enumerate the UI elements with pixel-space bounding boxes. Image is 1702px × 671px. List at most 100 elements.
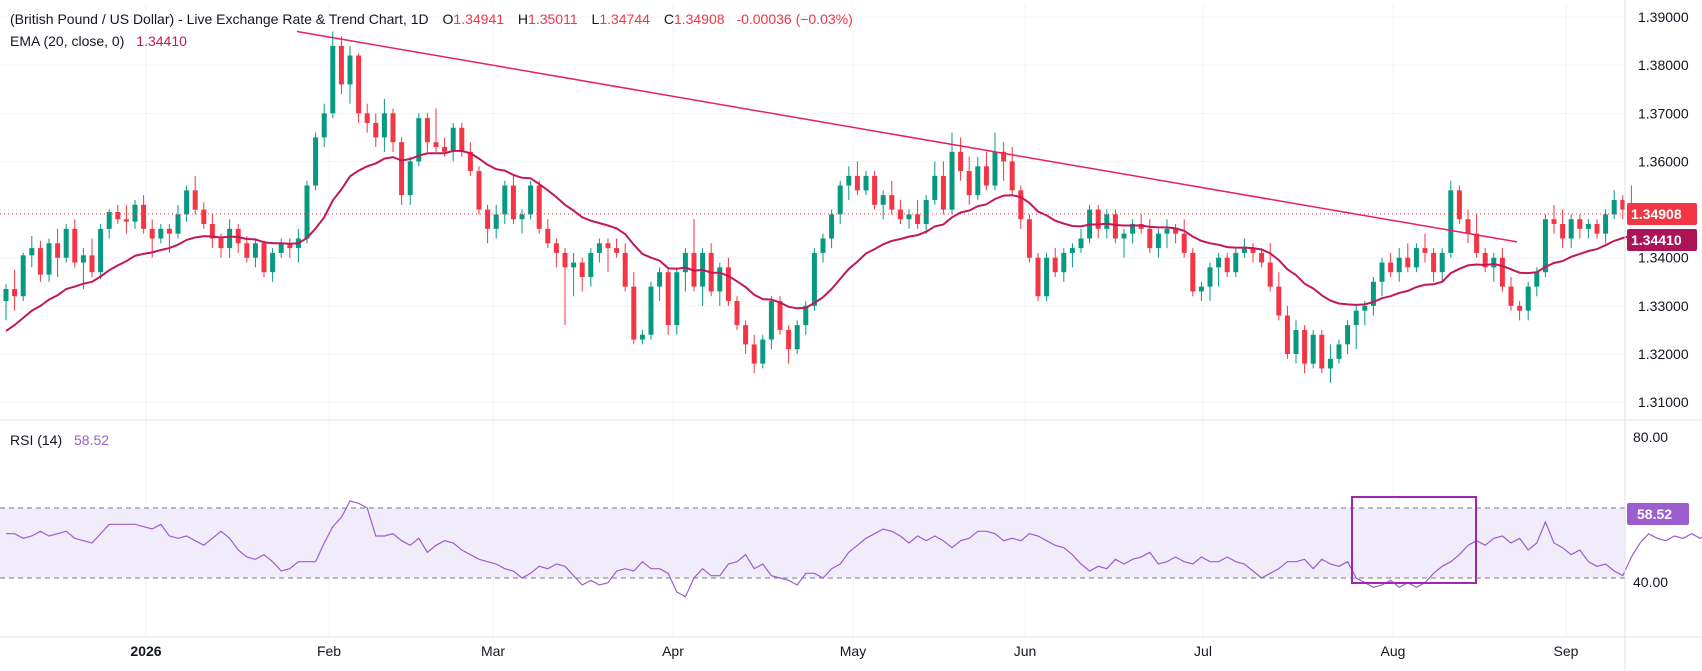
candle-body: [106, 212, 112, 229]
candle: [20, 252, 26, 302]
candle: [992, 132, 998, 191]
candle: [1044, 252, 1050, 302]
candle: [364, 103, 370, 133]
rsi-level-lines: [0, 507, 1625, 579]
rsi-tick-label: 40.00: [1633, 574, 1668, 590]
candle-body: [1577, 219, 1583, 229]
candle: [149, 219, 155, 258]
candle-body: [1491, 257, 1497, 268]
candle-body: [29, 248, 35, 256]
candle-body: [141, 204, 147, 229]
legend-close: 1.34908: [673, 11, 725, 27]
candle: [708, 243, 714, 297]
candle: [872, 171, 878, 210]
candle-body: [1431, 252, 1437, 273]
candle: [338, 36, 344, 95]
candle-body: [528, 185, 534, 215]
candle: [1138, 214, 1144, 234]
candle-body: [1302, 329, 1308, 364]
candle: [493, 204, 499, 239]
candle: [1302, 325, 1308, 374]
time-tick-label: Apr: [662, 643, 684, 659]
candle-body: [476, 171, 482, 210]
candle: [1413, 243, 1419, 273]
price-tick-label: 1.39000: [1638, 9, 1689, 25]
candle-body: [1568, 219, 1574, 239]
candle-body: [674, 272, 680, 326]
candle-body: [55, 243, 61, 258]
time-axis[interactable]: 2026 Feb Mar Apr May Jun Jul Aug Sep: [130, 643, 1578, 659]
candle-body: [923, 199, 929, 225]
trendline[interactable]: [296, 30, 1518, 243]
candle-body: [786, 329, 792, 350]
ema-badge-bg: [1627, 228, 1697, 251]
candle: [639, 329, 645, 345]
candle-body: [1379, 262, 1385, 282]
legend-title: (British Pound / US Dollar) - Live Excha…: [10, 11, 429, 27]
candle-body: [1044, 257, 1050, 297]
candle-body: [1594, 224, 1600, 234]
candle-body: [1009, 161, 1015, 191]
rsi-badge-text: 58.52: [1637, 506, 1672, 522]
legend-low-label: L: [591, 11, 600, 27]
candle-body: [915, 214, 921, 225]
candle-body: [768, 301, 774, 340]
candle-body: [811, 252, 817, 306]
candle: [1465, 209, 1471, 244]
candle: [381, 98, 387, 152]
candle-body: [175, 214, 181, 234]
candle: [1069, 243, 1075, 268]
candle-body: [588, 252, 594, 277]
candle-body: [614, 248, 620, 253]
candle: [562, 248, 568, 326]
rsi-axis[interactable]: 80.00 40.00: [1633, 429, 1668, 590]
candle: [519, 209, 525, 234]
candle: [751, 334, 757, 374]
candle-body: [648, 286, 654, 335]
candle-body: [149, 228, 155, 239]
candle: [80, 248, 86, 290]
candle: [631, 272, 637, 345]
candle-body: [192, 190, 198, 210]
candle-body: [1362, 305, 1368, 311]
candle-body: [1001, 151, 1007, 162]
candle-body: [252, 243, 258, 258]
price-tick-label: 1.36000: [1638, 153, 1689, 169]
candle: [1319, 329, 1325, 374]
candle: [1026, 214, 1032, 263]
candle-body: [657, 272, 663, 287]
candle-body: [880, 195, 886, 205]
candle: [571, 252, 577, 297]
candle: [98, 224, 104, 280]
candle: [287, 238, 293, 258]
candle-body: [1276, 286, 1282, 316]
candle: [674, 267, 680, 335]
legend-close-label: C: [663, 11, 674, 27]
legend-open: 1.34941: [453, 11, 505, 27]
candle: [1310, 329, 1316, 369]
candle-body: [1069, 248, 1075, 253]
candle-body: [467, 151, 473, 172]
candle-body: [553, 243, 559, 253]
candle-body: [304, 185, 310, 239]
candle: [700, 248, 706, 306]
candle-body: [373, 122, 379, 138]
candle: [1267, 243, 1273, 292]
candle-body: [958, 151, 964, 172]
candle-body: [622, 252, 628, 287]
candle: [1396, 248, 1402, 282]
candle: [725, 257, 731, 306]
candle-body: [450, 127, 456, 152]
candle: [743, 320, 749, 355]
candle-body: [1224, 257, 1230, 273]
candle-body: [743, 325, 749, 345]
candle-body: [1250, 248, 1256, 253]
candle: [12, 269, 18, 311]
candle-body: [1396, 257, 1402, 273]
candle-body: [665, 272, 671, 326]
candle: [476, 166, 482, 215]
candle: [1250, 243, 1256, 263]
candle: [1164, 219, 1170, 249]
candle: [184, 185, 190, 222]
